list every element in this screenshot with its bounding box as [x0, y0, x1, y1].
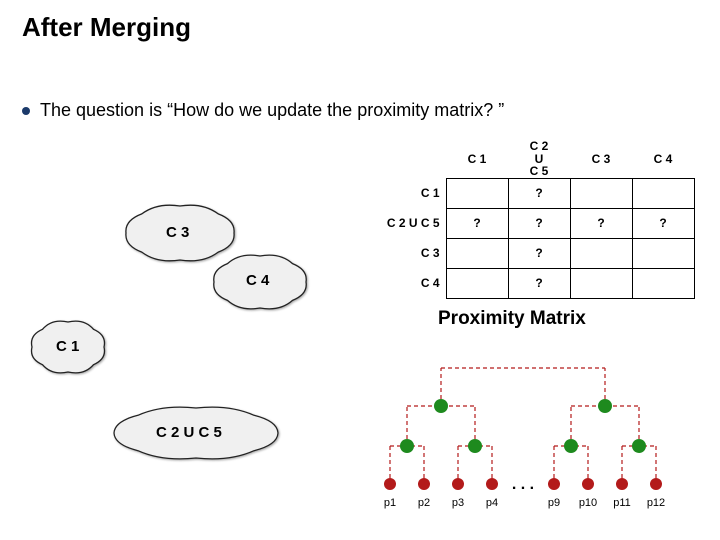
body-text: The question is “How do we update the pr… [40, 100, 504, 121]
cell [570, 238, 632, 268]
matrix-row-c2u5: C 2 U C 5 ? ? ? ? [384, 208, 694, 238]
row-hdr-c3: C 3 [384, 238, 446, 268]
matrix-caption: Proximity Matrix [438, 308, 586, 330]
cluster-label-c4: C 4 [246, 272, 269, 289]
row-hdr-c1: C 1 [384, 178, 446, 208]
cell: ? [632, 208, 694, 238]
cell [632, 238, 694, 268]
svg-text:p10: p10 [579, 497, 597, 509]
svg-text:p12: p12 [647, 497, 665, 509]
svg-text:p9: p9 [548, 497, 560, 509]
cell: ? [570, 208, 632, 238]
cell [570, 178, 632, 208]
col-hdr-c2u5: C 2UC 5 [508, 140, 570, 178]
cluster-label-c1: C 1 [56, 338, 79, 355]
svg-text:p4: p4 [486, 497, 498, 509]
matrix-row-c4: C 4 ? [384, 268, 694, 298]
col-hdr-c3: C 3 [570, 140, 632, 178]
svg-text:p11: p11 [613, 497, 631, 509]
cell: ? [508, 268, 570, 298]
matrix-row-c3: C 3 ? [384, 238, 694, 268]
svg-text:p3: p3 [452, 497, 464, 509]
cell [632, 268, 694, 298]
cell: ? [508, 178, 570, 208]
col-hdr-c4: C 4 [632, 140, 694, 178]
matrix-header-row: C 1 C 2UC 5 C 3 C 4 [384, 140, 694, 178]
cell [446, 178, 508, 208]
matrix-row-c1: C 1 ? [384, 178, 694, 208]
svg-text:p1: p1 [384, 497, 396, 509]
col-hdr-c1: C 1 [446, 140, 508, 178]
cell [446, 268, 508, 298]
cell [446, 238, 508, 268]
cell: ? [508, 208, 570, 238]
cell [632, 178, 694, 208]
row-hdr-c4: C 4 [384, 268, 446, 298]
cell: ? [508, 238, 570, 268]
cell: ? [446, 208, 508, 238]
svg-text:. . .: . . . [512, 476, 534, 493]
dendrogram: p1 p2 p3 p4 p9 p10 p11 p12 . . . [372, 346, 690, 514]
bullet-icon [22, 107, 30, 115]
row-hdr-c2u5: C 2 U C 5 [384, 208, 446, 238]
svg-text:p2: p2 [418, 497, 430, 509]
proximity-matrix: C 1 C 2UC 5 C 3 C 4 C 1 ? C 2 U C 5 ? ? … [384, 140, 695, 299]
slide-title: After Merging [22, 12, 191, 43]
cell [570, 268, 632, 298]
cluster-label-c3: C 3 [166, 224, 189, 241]
cluster-label-c2u5: C 2 U C 5 [156, 424, 222, 441]
